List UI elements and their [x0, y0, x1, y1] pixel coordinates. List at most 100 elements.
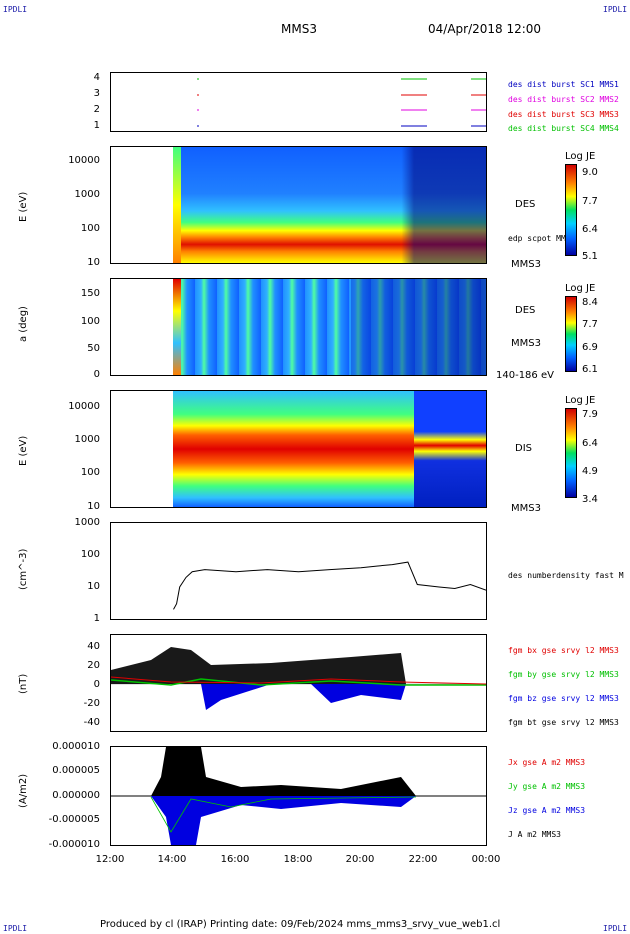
fgm-legend-bz: fgm bz gse srvy l2 MMS3: [508, 694, 619, 703]
des-energy-panel: [110, 146, 487, 264]
cbar3-title: Log JE: [565, 395, 596, 406]
des-pitch-sc: MMS3: [511, 338, 541, 349]
burst-svg: [197, 78, 486, 127]
des-energy-left-edge: [173, 147, 181, 263]
burst-ytick-2: 2: [93, 104, 100, 115]
cbar3-tick-1: 6.4: [582, 438, 598, 449]
current-jy-line: [150, 796, 417, 833]
xtick-1200: 12:00: [95, 854, 125, 865]
cbar1-tick-3: 5.1: [582, 251, 598, 262]
dis-energy-ytick-10000: 10000: [68, 401, 100, 412]
current-legend-jy: Jy gse A m2 MMS3: [508, 782, 586, 791]
des-pitch-range: 140-186 eV: [496, 370, 554, 381]
des-pitch-ylabel: a (deg): [18, 306, 29, 342]
current-j-fill: [151, 747, 416, 796]
cbar2-tick-0: 8.4: [582, 297, 598, 308]
cbar1-tick-0: 9.0: [582, 167, 598, 178]
des-pitch-dark-region: [351, 279, 486, 375]
density-line: [173, 561, 486, 610]
current-legend-j: J A m2 MMS3: [508, 830, 561, 839]
des-pitch-ytick-150: 150: [80, 288, 100, 299]
current-ytick-0: 0.000010: [52, 741, 100, 752]
fgm-panel: [110, 634, 487, 732]
burst-marks: [197, 78, 486, 127]
spacecraft-title: MMS3: [281, 22, 317, 36]
des-energy-ytick-1000: 1000: [74, 189, 100, 200]
des-energy-ytick-100: 100: [80, 223, 100, 234]
dis-energy-ylabel: E (eV): [18, 435, 29, 466]
fgm-legend-bx: fgm bx gse srvy l2 MMS3: [508, 646, 619, 655]
density-ylabel: (cm^-3): [18, 548, 29, 590]
xtick-1800: 18:00: [283, 854, 313, 865]
xtick-2200: 22:00: [408, 854, 438, 865]
xtick-1400: 14:00: [157, 854, 187, 865]
fgm-ytick-20: 20: [87, 660, 100, 671]
cbar3: [565, 408, 577, 498]
density-ytick-1000: 1000: [74, 517, 100, 528]
dis-energy-heatmap: [173, 391, 414, 507]
xtick-1600: 16:00: [220, 854, 250, 865]
burst-legend-3: des dist burst SC3 MMS3: [508, 110, 619, 119]
current-ytick-2: 0.000000: [52, 790, 100, 801]
des-energy-sc: MMS3: [511, 259, 541, 270]
corner-tl: IPDLI: [3, 5, 28, 14]
current-ytick-4: -0.000010: [48, 839, 100, 850]
dis-energy-panel: [110, 390, 487, 508]
dis-energy-after: [414, 391, 486, 507]
fgm-ytick-0: 0: [93, 679, 100, 690]
des-pitch-ytick-50: 50: [87, 343, 100, 354]
current-legend-jx: Jx gse A m2 MMS3: [508, 758, 586, 767]
xtick-2000: 20:00: [345, 854, 375, 865]
des-pitch-ytick-100: 100: [80, 316, 100, 327]
density-ytick-100: 100: [80, 549, 100, 560]
cbar2-tick-2: 6.9: [582, 342, 598, 353]
dis-energy-label: DIS: [515, 443, 532, 454]
burst-ytick-1: 1: [93, 120, 100, 131]
current-ytick-1: 0.000005: [52, 765, 100, 776]
fgm-svg: [111, 647, 486, 710]
des-energy-overlay: edp scpot MMS3: [508, 234, 576, 243]
fgm-ytick-m40: -40: [83, 717, 100, 728]
fgm-ytick-40: 40: [87, 641, 100, 652]
dis-energy-sc: MMS3: [511, 503, 541, 514]
density-ytick-1: 1: [93, 613, 100, 624]
des-energy-ylabel: E (eV): [18, 191, 29, 222]
fgm-ylabel: (nT): [18, 673, 29, 694]
cbar1: [565, 164, 577, 256]
corner-tr: IPDLI: [603, 5, 628, 14]
cbar2: [565, 296, 577, 372]
fgm-ytick-m20: -20: [83, 698, 100, 709]
dis-energy-ytick-1000: 1000: [74, 434, 100, 445]
cbar2-tick-1: 7.7: [582, 319, 598, 330]
fgm-bx-line: [111, 676, 486, 685]
density-ytick-10: 10: [87, 581, 100, 592]
des-pitch-ytick-0: 0: [93, 369, 100, 380]
des-energy-label: DES: [515, 199, 536, 210]
density-svg: [173, 561, 486, 610]
cbar1-tick-1: 7.7: [582, 196, 598, 207]
burst-legend-1: des dist burst SC1 MMS1: [508, 80, 619, 89]
des-pitch-label: DES: [515, 305, 536, 316]
cbar1-tick-2: 6.4: [582, 224, 598, 235]
cbar1-title: Log JE: [565, 151, 596, 162]
dis-energy-ytick-100: 100: [80, 467, 100, 478]
fgm-bt-fill: [111, 647, 406, 684]
corner-bl: IPDLI: [3, 924, 28, 933]
des-energy-heatmap: [173, 147, 486, 263]
cbar3-tick-0: 7.9: [582, 409, 598, 420]
current-jz-fill: [151, 796, 416, 845]
des-pitch-panel: [110, 278, 487, 376]
des-energy-ytick-10000: 10000: [68, 155, 100, 166]
cbar2-tick-3: 6.1: [582, 364, 598, 375]
current-panel: [110, 746, 487, 846]
current-svg: [111, 747, 486, 845]
density-panel: [110, 522, 487, 620]
cbar2-title: Log JE: [565, 283, 596, 294]
burst-panel: [110, 72, 487, 132]
burst-ytick-3: 3: [93, 88, 100, 99]
burst-ytick-4: 4: [93, 72, 100, 83]
current-legend-jz: Jz gse A m2 MMS3: [508, 806, 586, 815]
footer-text: Produced by cl (IRAP) Printing date: 09/…: [100, 919, 501, 930]
corner-br: IPDLI: [603, 924, 628, 933]
des-energy-ytick-10: 10: [87, 257, 100, 268]
